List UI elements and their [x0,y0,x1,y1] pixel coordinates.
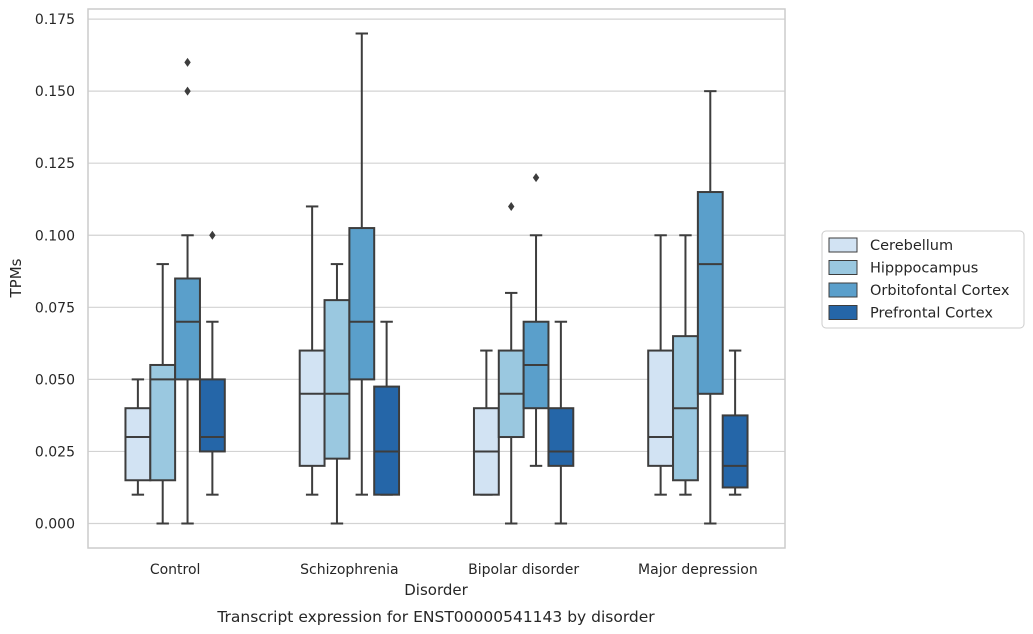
legend-label: Hipppocampus [870,261,978,277]
box-3-3 [721,349,749,496]
outlier-point [508,201,515,211]
box-0-3 [647,234,675,496]
box-1-1 [323,263,351,525]
box-1-2 [497,201,525,525]
iqr-box [298,349,326,467]
iqr-box [149,363,177,482]
outlier-point [532,173,540,183]
box-3-0 [198,230,226,496]
iqr-box [721,414,749,489]
outlier-point [209,230,216,240]
outlier-point [184,86,191,96]
y-tick-label: 0.100 [35,228,75,244]
box-2-2 [522,173,550,467]
y-tick-labels: 0.000 0.025 0.050 0.075 0.100 0.125 0.150 0.175 [35,12,75,532]
legend-label: Orbitofontal Cortex [870,283,1010,299]
iqr-box [696,191,724,395]
legend-swatch [828,282,858,298]
y-tick-label: 0.150 [35,84,75,100]
y-tick-label: 0.050 [35,372,75,388]
legend-swatch [828,237,858,253]
box-0-1 [298,205,326,496]
box-1-3 [672,234,699,496]
y-tick-label: 0.025 [35,444,75,460]
legend-swatch [828,260,858,275]
box-2-0 [174,57,201,525]
box-0-0 [124,378,152,496]
iqr-box [124,407,152,482]
box-1-0 [149,263,177,525]
x-axis-label: Disorder [404,581,468,599]
box-3-2 [547,320,575,525]
box-0-2 [472,349,500,496]
y-tick-label: 0.075 [35,300,75,316]
y-tick-label: 0.175 [35,12,75,28]
chart-caption: Transcript expression for ENST0000054114… [216,608,655,626]
iqr-box [348,227,376,381]
y-tick-label: 0.125 [35,156,75,172]
y-tick-label: 0.000 [35,517,75,533]
iqr-box [647,349,675,467]
plot-boxes [124,32,749,525]
legend: Cerebellum Hipppocampus Orbitofontal Corte… [821,230,1025,329]
x-tick-labels: Control Schizophrenia Bipolar disorder Majo… [150,562,758,578]
legend-label: Prefrontal Cortex [870,306,993,322]
iqr-box [198,378,226,453]
box-2-1 [348,32,376,496]
legend-swatch [828,305,858,320]
iqr-box [373,385,401,496]
iqr-box [174,277,201,381]
x-tick-label: Bipolar disorder [468,562,579,578]
legend-label: Cerebellum [870,238,953,254]
plot-frame [87,8,786,549]
y-axis-label: TPMs [7,258,25,298]
x-tick-label: Control [150,562,201,578]
legend-frame [821,230,1025,329]
iqr-box [323,299,351,460]
x-tick-label: Schizophrenia [300,562,398,578]
outlier-point [184,57,191,67]
x-tick-label: Major depression [638,562,758,578]
box-2-3 [696,90,724,525]
box-3-1 [373,320,401,496]
iqr-box [547,407,575,467]
